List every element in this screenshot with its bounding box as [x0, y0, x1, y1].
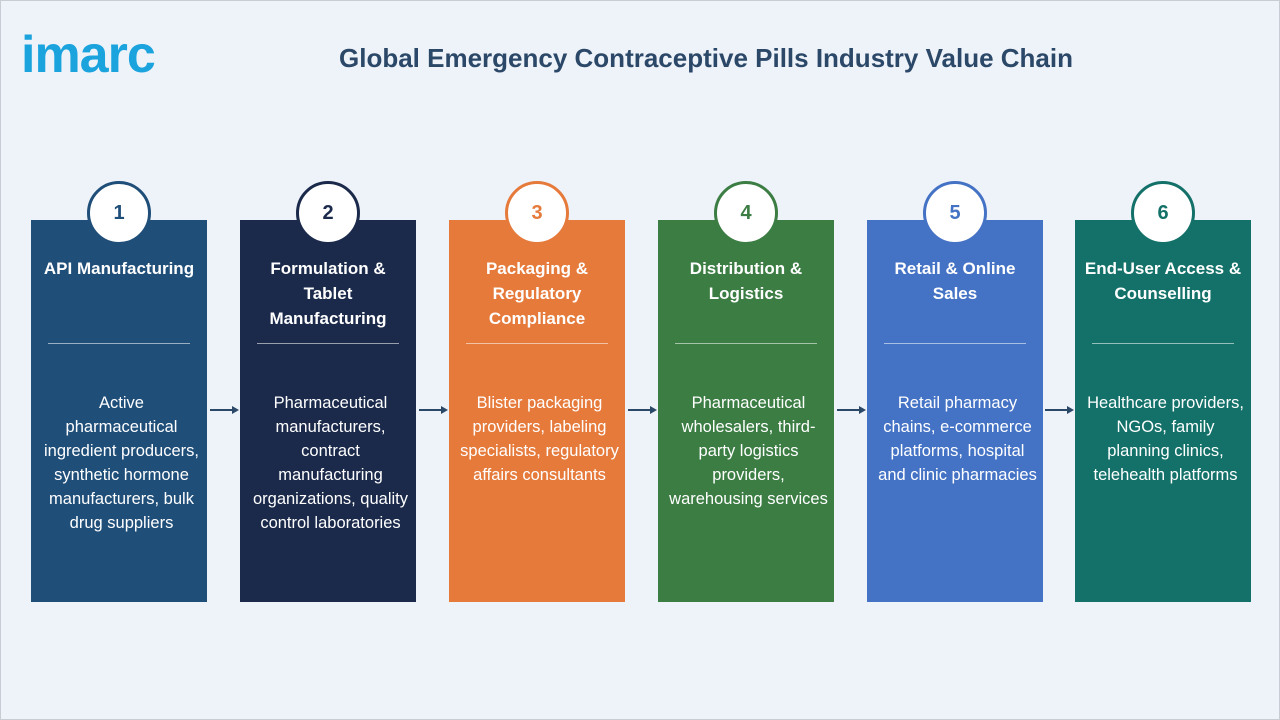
- step-title: Packaging & Regulatory Compliance: [485, 259, 589, 328]
- step-description: Healthcare providers, NGOs, family plann…: [1087, 394, 1244, 484]
- step-card: 5 Retail & Online Sales Retail pharmacy ch…: [867, 181, 1043, 602]
- arrow: [628, 406, 657, 414]
- separator: [884, 343, 1026, 344]
- step-title: API Manufacturing: [43, 259, 195, 278]
- step-title: End-User Access & Counselling: [1084, 259, 1242, 303]
- step-title: Distribution & Logistics: [689, 259, 803, 303]
- step-title: Retail & Online Sales: [894, 259, 1016, 303]
- logo: imarc: [21, 26, 156, 84]
- arrow: [419, 406, 448, 414]
- step-card: 4 Distribution & Logistics Pharmaceutical …: [658, 181, 834, 602]
- title: Global Emergency Contraceptive Pills Ind…: [339, 43, 1073, 73]
- step-card: 3 Packaging & Regulatory Compliance Bliste…: [449, 181, 625, 602]
- step-card: 2 Formulation & Tablet Manufacturing Pharm…: [240, 181, 416, 602]
- separator: [675, 343, 817, 344]
- step-description: Pharmaceutical manufacturers, contract m…: [252, 394, 408, 532]
- arrow: [837, 406, 866, 414]
- step-description: Retail pharmacy chains, e-commerce platf…: [878, 394, 1037, 484]
- step-card: 6 End-User Access & Counselling Healthcare…: [1075, 181, 1251, 602]
- step-number: 4: [714, 181, 778, 245]
- arrow: [1045, 406, 1074, 414]
- separator: [48, 343, 190, 344]
- step-number: 3: [505, 181, 569, 245]
- step-card: 1 API Manufacturing Active pharmaceutical …: [31, 181, 207, 602]
- step-number: 2: [296, 181, 360, 245]
- separator: [1092, 343, 1234, 344]
- arrow: [210, 406, 239, 414]
- separator: [466, 343, 608, 344]
- step-number: 1: [87, 181, 151, 245]
- step-title: Formulation & Tablet Manufacturing: [269, 259, 387, 328]
- separator: [257, 343, 399, 344]
- step-number: 5: [923, 181, 987, 245]
- step-number: 6: [1131, 181, 1195, 245]
- step-description: Active pharmaceutical ingredient produce…: [43, 394, 199, 532]
- step-description: Blister packaging providers, labeling sp…: [460, 394, 619, 484]
- step-description: Pharmaceutical wholesalers, third-party …: [669, 394, 828, 508]
